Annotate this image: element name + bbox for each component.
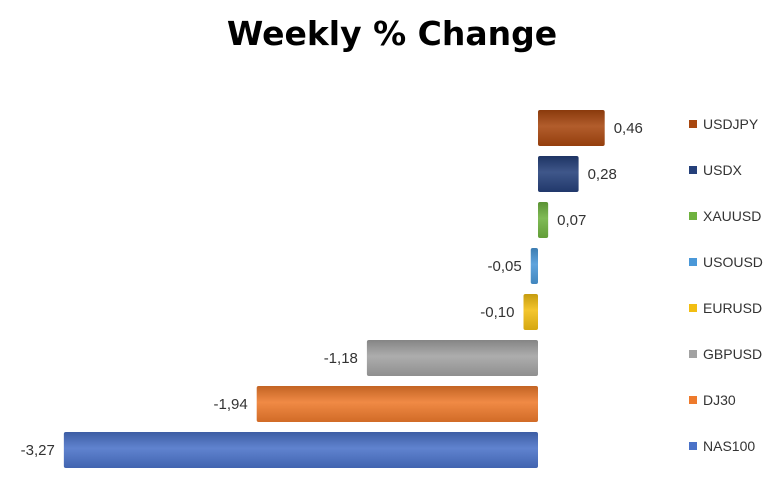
value-label-dj30: -1,94 (213, 396, 247, 413)
legend-label: DJ30 (703, 392, 736, 408)
value-label-nas100: -3,27 (21, 442, 55, 459)
bar-usousd (530, 248, 538, 284)
value-label-gbpusd: -1,18 (324, 350, 358, 367)
value-labels-group: 0,46 0,28 0,07 -0,05 -0,10 -1,18 -1,94 -3,27 (21, 120, 643, 459)
bar-usdx (538, 156, 579, 192)
bar-nas100 (63, 432, 538, 468)
legend-swatch (689, 120, 697, 128)
value-label-usdjpy: 0,46 (614, 120, 643, 137)
legend-swatch (689, 212, 697, 220)
bars-group (63, 110, 605, 468)
legend-label: USDJPY (703, 116, 759, 132)
legend-label: GBPUSD (703, 346, 763, 362)
legend-swatch (689, 442, 697, 450)
value-label-usousd: -0,05 (488, 258, 522, 275)
value-label-usdx: 0,28 (588, 166, 617, 183)
bar-eurusd (523, 294, 538, 330)
legend-label: XAUUSD (703, 208, 762, 224)
bar-dj30 (256, 386, 538, 422)
chart-title: Weekly % Change (226, 14, 558, 53)
legend-label: USOUSD (703, 254, 763, 270)
legend-swatch (689, 350, 697, 358)
legend-swatch (689, 304, 697, 312)
legend-label: NAS100 (703, 438, 756, 454)
legend-label: USDX (703, 162, 742, 178)
legend-label: EURUSD (703, 300, 763, 316)
bar-xauusd (538, 202, 549, 238)
value-label-eurusd: -0,10 (480, 304, 514, 321)
legend-swatch (689, 166, 697, 174)
bar-gbpusd (366, 340, 538, 376)
value-label-xauusd: 0,07 (557, 212, 586, 229)
legend-swatch (689, 258, 697, 266)
legend-swatch (689, 396, 697, 404)
bar-usdjpy (538, 110, 605, 146)
